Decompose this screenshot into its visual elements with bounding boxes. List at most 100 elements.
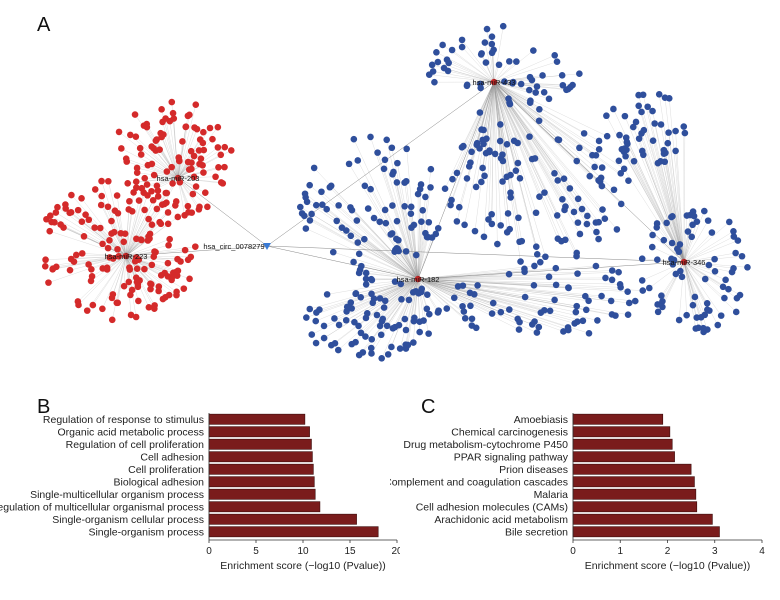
target-node-red [195,206,203,213]
network-edge [417,278,466,319]
bar [208,438,312,450]
target-node-blue [582,292,589,300]
target-node-red [163,189,171,197]
network-edge [493,81,599,240]
target-node-blue [488,220,496,228]
network-edge [464,81,495,225]
target-node-red [141,206,148,214]
x-axis-label: Enrichment score (−log10 (Pvalue)) [220,560,385,572]
target-node-blue [651,120,658,127]
target-node-red [156,218,163,226]
target-node-blue [579,317,587,325]
target-node-red [91,186,99,193]
target-node-blue [419,206,427,214]
network-edge [493,61,517,83]
target-node-blue [533,329,541,336]
network-edge [683,261,709,266]
target-node-blue [521,268,528,276]
network-edge [126,161,179,179]
target-node-blue [355,269,363,277]
target-node-blue [368,350,375,357]
target-node-red [80,233,88,240]
target-node-blue [420,317,427,324]
target-node-blue [625,299,633,307]
target-node-blue [483,135,490,142]
target-node-red [217,151,225,159]
network-edge [417,278,616,316]
target-node-blue [598,182,606,190]
network-edge [683,261,697,318]
target-node-blue [598,164,606,171]
network-edge [177,126,187,179]
network-edge [156,177,179,186]
target-node-red [147,285,154,293]
network-edge [360,278,419,333]
network-edge [624,116,685,263]
target-node-blue [669,213,676,220]
target-node-blue [477,51,485,58]
target-node-blue [561,206,568,214]
network-edge [671,217,685,263]
target-node-blue [649,107,656,115]
target-node-blue [312,339,320,347]
target-node-red [174,213,182,221]
target-node-blue [553,212,561,219]
network-edge [316,205,419,280]
target-node-blue [595,235,602,243]
network-edge [493,81,563,200]
target-node-blue [668,239,676,247]
target-node-blue [395,321,403,329]
target-node-red [78,250,86,257]
target-node-blue [638,277,646,284]
target-node-red [199,162,206,169]
target-node-blue [355,322,362,330]
target-node-blue [450,294,458,302]
target-node-blue [426,310,433,318]
target-node-red [186,111,193,119]
network-edge [417,221,422,280]
target-node-blue [403,145,410,153]
target-node-blue [657,158,664,165]
target-node-red [188,159,195,166]
target-node-blue [348,340,356,348]
network-edge [683,261,724,287]
network-edge [683,221,730,263]
network-edge [77,255,127,302]
target-node-blue [551,51,559,59]
target-node-blue [514,159,522,167]
target-node-blue [701,275,709,283]
target-node-blue [704,306,711,313]
target-node-red [175,154,183,161]
target-node-blue [387,231,394,238]
target-node-blue [434,309,442,316]
network-edge [338,278,419,326]
target-node-blue [655,90,663,98]
bar [208,413,306,425]
target-node-blue [478,178,485,186]
target-node-blue [638,108,645,116]
bar-chart-go-terms: Regulation of response to stimulusOrgani… [0,413,400,572]
target-node-blue [327,182,335,190]
target-node-red [214,123,222,131]
target-node-blue [681,129,689,137]
target-node-red [164,259,172,267]
target-node-blue [732,249,739,257]
mirna-hub-node [122,252,130,260]
target-node-blue [373,311,381,319]
target-node-blue [594,317,601,324]
network-edge [125,200,140,257]
target-node-blue [477,84,484,92]
network-edge [125,204,163,257]
network-edge [311,278,419,335]
target-node-blue [635,91,642,99]
network-edge [452,81,495,180]
target-node-blue [362,281,370,288]
target-node-blue [401,202,408,210]
target-node-blue [603,112,610,120]
target-node-red [133,184,140,191]
target-node-blue [416,328,423,336]
category-label: Drug metabolism-cytochrome P450 [403,439,568,451]
target-node-blue [560,328,567,335]
target-node-red [187,147,195,155]
network-edge [683,236,692,263]
